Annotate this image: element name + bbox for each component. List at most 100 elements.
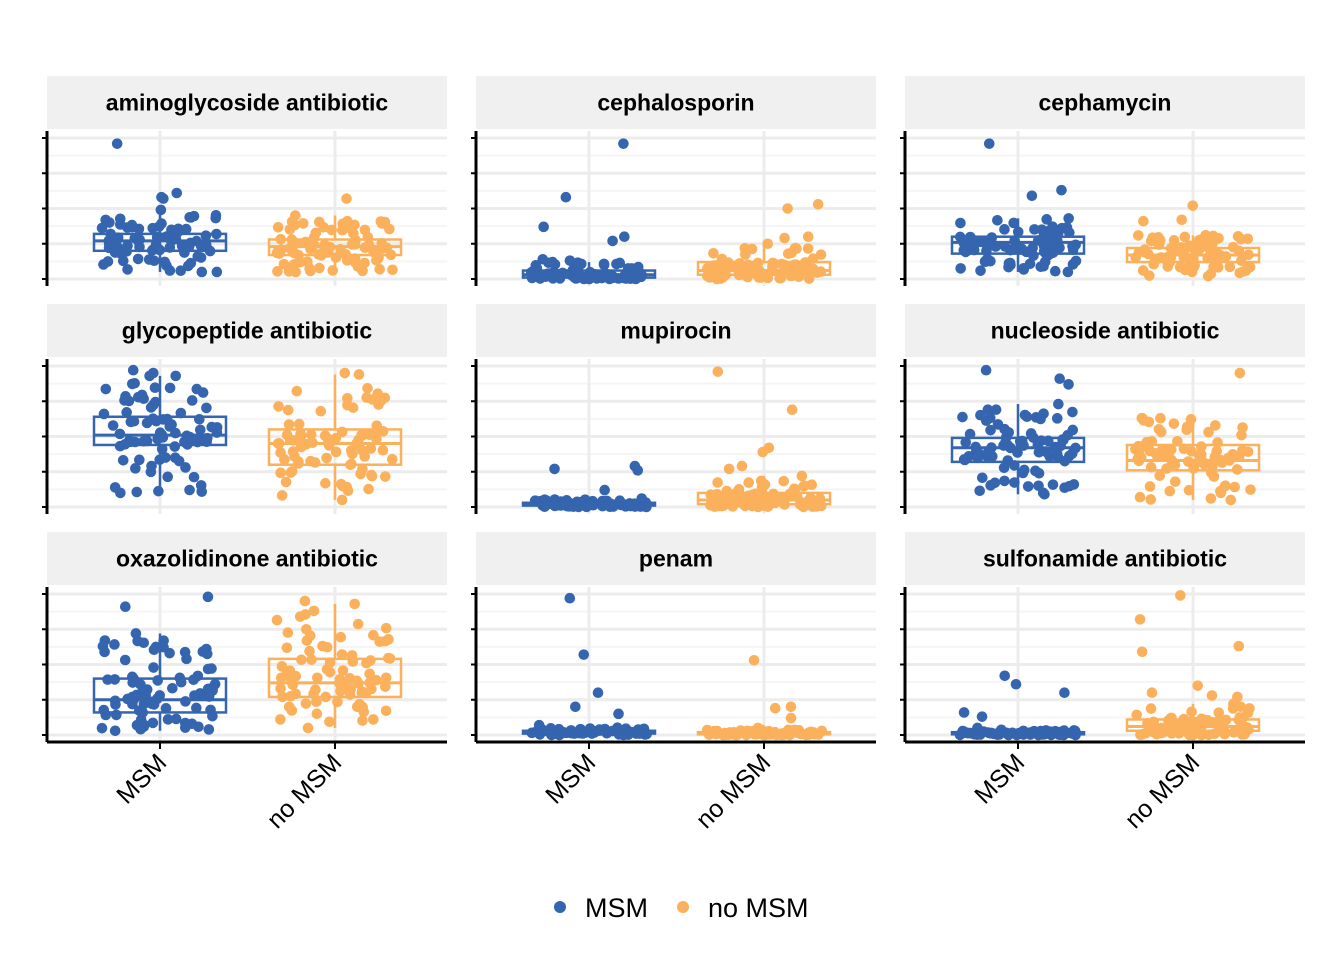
facet-strip (476, 532, 876, 585)
data-point (1155, 412, 1166, 424)
data-point (180, 696, 191, 707)
data-point (752, 722, 764, 734)
data-point (327, 265, 339, 276)
data-point (158, 193, 169, 204)
data-point (147, 717, 159, 729)
data-point (974, 485, 985, 497)
data-point (721, 485, 733, 497)
box-iqr (267, 657, 403, 699)
data-point (365, 443, 377, 454)
legend-marker (677, 901, 689, 913)
data-point (712, 366, 724, 377)
data-point (275, 447, 286, 458)
data-point (1234, 267, 1246, 279)
data-point (1131, 709, 1143, 721)
data-point (1174, 261, 1186, 273)
facet-strip (476, 304, 876, 357)
data-point (1206, 690, 1218, 701)
data-point (379, 635, 391, 647)
data-point (975, 265, 986, 276)
data-point (281, 642, 293, 654)
data-point (1244, 261, 1256, 273)
data-point (1041, 447, 1053, 458)
data-point (748, 654, 760, 666)
facet-strip (905, 76, 1305, 129)
data-point (299, 595, 311, 607)
facet-title: aminoglycoside antibiotic (106, 90, 389, 116)
data-point (145, 466, 157, 478)
data-point (374, 263, 386, 275)
data-point (314, 262, 325, 274)
data-point (380, 622, 392, 634)
data-point (96, 722, 108, 734)
data-point (1048, 225, 1060, 237)
data-point (592, 687, 604, 698)
data-point (611, 258, 622, 270)
box-iqr (267, 428, 403, 466)
data-point (126, 221, 138, 233)
facet-title: mupirocin (620, 318, 731, 344)
data-point (1067, 424, 1079, 436)
data-point (130, 628, 142, 639)
data-point (125, 416, 137, 428)
data-point (712, 477, 723, 488)
data-point (1063, 213, 1074, 224)
data-point (1022, 481, 1034, 492)
data-point (1153, 232, 1164, 243)
data-point (776, 258, 787, 270)
data-point (1212, 437, 1223, 448)
data-point (347, 448, 358, 460)
data-point (160, 703, 172, 714)
data-point (349, 598, 360, 610)
data-point (1224, 261, 1236, 273)
data-point (1063, 379, 1074, 390)
facet-panel-7: penam MSM no MSM (471, 532, 876, 834)
data-point (983, 138, 995, 149)
data-point (164, 382, 176, 394)
data-point (1234, 712, 1245, 723)
data-point (304, 645, 315, 657)
data-point (1137, 265, 1149, 276)
data-point (195, 252, 207, 263)
data-point (184, 484, 195, 496)
data-point (786, 404, 798, 416)
data-point (309, 457, 321, 468)
data-point (294, 611, 306, 622)
data-point (1049, 239, 1060, 250)
data-point (121, 407, 132, 418)
data-point (364, 429, 375, 441)
data-point (1181, 424, 1193, 436)
data-point (1010, 678, 1022, 690)
data-point (1232, 691, 1243, 703)
data-point (360, 687, 372, 699)
data-point (363, 483, 374, 495)
box-iqr (92, 677, 228, 714)
data-point (367, 714, 379, 725)
data-point (976, 711, 988, 722)
data-point (335, 478, 347, 490)
data-point (958, 707, 970, 718)
data-point (148, 662, 159, 673)
data-point (1162, 261, 1174, 272)
data-point (985, 480, 996, 491)
data-point (202, 683, 214, 695)
data-point (162, 471, 174, 483)
data-point (1134, 614, 1146, 625)
data-point (321, 452, 332, 464)
data-point (1012, 447, 1023, 458)
data-point (193, 721, 204, 733)
data-point (315, 405, 327, 417)
data-point (119, 395, 130, 406)
data-point (99, 635, 111, 646)
data-point (1225, 494, 1237, 506)
data-point (311, 708, 323, 720)
data-point (110, 699, 121, 710)
facet-title: penam (639, 546, 713, 572)
data-point (1196, 441, 1207, 452)
data-point (1196, 729, 1207, 741)
data-point (170, 713, 182, 725)
data-point (632, 465, 644, 476)
data-point (182, 260, 194, 272)
data-point (1200, 229, 1211, 241)
data-point (173, 455, 185, 467)
